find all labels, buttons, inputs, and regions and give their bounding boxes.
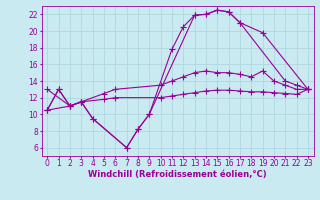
- X-axis label: Windchill (Refroidissement éolien,°C): Windchill (Refroidissement éolien,°C): [88, 170, 267, 179]
